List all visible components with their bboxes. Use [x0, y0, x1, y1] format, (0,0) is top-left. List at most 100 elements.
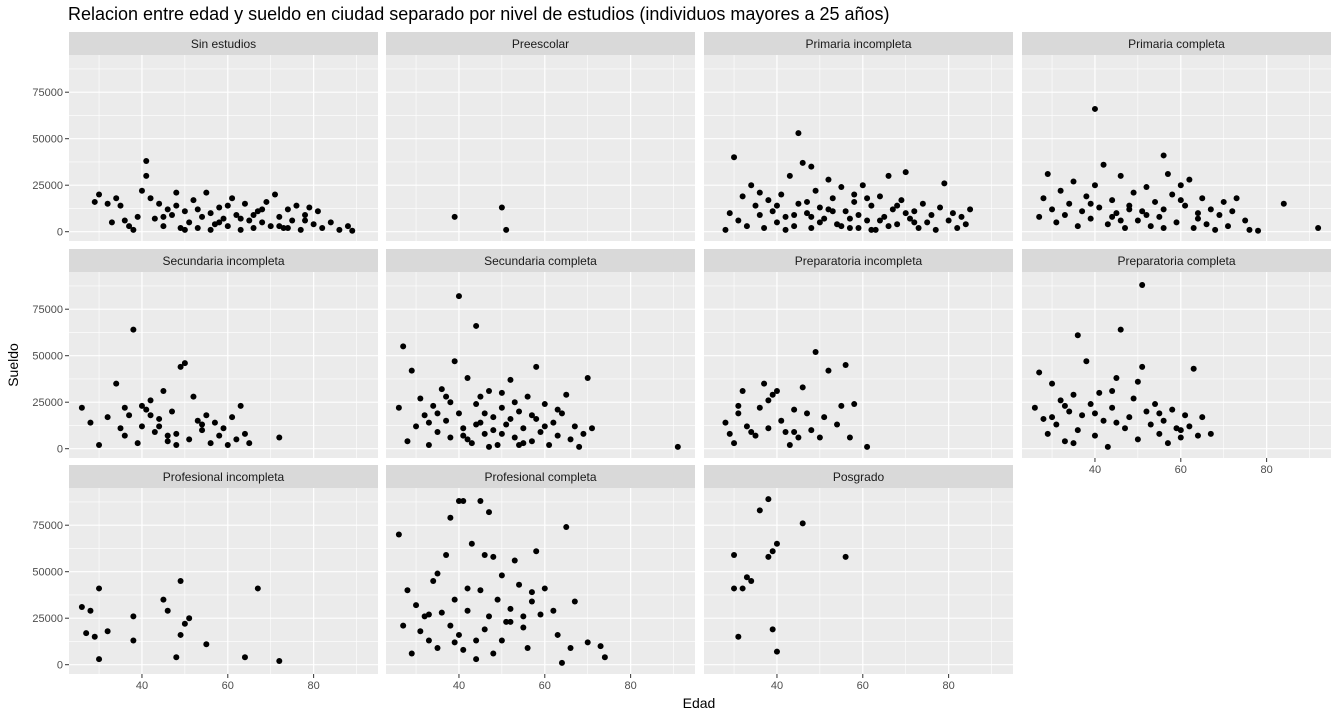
data-point — [481, 410, 488, 417]
data-point — [349, 227, 356, 234]
data-point — [87, 419, 94, 426]
data-point — [773, 388, 780, 395]
data-point — [96, 656, 103, 663]
data-point — [1255, 227, 1262, 234]
data-point — [425, 637, 432, 644]
data-point — [954, 224, 961, 231]
data-point — [1061, 211, 1068, 218]
data-point — [804, 198, 810, 205]
data-point — [190, 197, 197, 204]
data-point — [773, 219, 780, 226]
data-point — [130, 637, 137, 644]
data-point — [889, 206, 896, 213]
facet-strip — [69, 465, 378, 488]
data-point — [735, 410, 742, 417]
data-point — [528, 598, 535, 605]
data-point — [319, 224, 326, 231]
data-point — [1177, 182, 1184, 189]
data-point — [181, 620, 188, 627]
data-point — [765, 553, 772, 560]
data-point — [1220, 198, 1227, 205]
facet-strip-label: Primaria completa — [1128, 37, 1225, 51]
data-point — [254, 585, 261, 592]
data-point — [425, 441, 432, 448]
data-point — [825, 367, 832, 374]
x-tick-label: 60 — [857, 680, 869, 692]
data-point — [1156, 410, 1163, 417]
data-point — [259, 206, 266, 213]
facet-panel: Secundaria completa — [386, 249, 695, 458]
data-point — [743, 423, 750, 430]
data-point — [486, 613, 492, 620]
data-point — [1164, 440, 1171, 447]
facet-strip-label: Profesional completa — [484, 470, 596, 484]
data-point — [1074, 332, 1081, 339]
data-point — [1315, 224, 1322, 231]
data-point — [164, 206, 171, 213]
data-point — [490, 650, 497, 657]
data-point — [1074, 427, 1081, 434]
data-point — [773, 648, 780, 655]
data-point — [233, 436, 240, 443]
data-point — [782, 226, 789, 233]
data-point — [834, 421, 841, 428]
data-point — [284, 224, 291, 231]
y-tick-label: 50000 — [32, 567, 63, 579]
data-point — [451, 639, 458, 646]
data-point — [498, 572, 505, 579]
data-point — [1049, 206, 1056, 213]
data-point — [473, 322, 480, 329]
y-tick-label: 0 — [57, 444, 63, 456]
chart-title: Relacion entre edad y sueldo en ciudad s… — [68, 4, 890, 24]
data-point — [190, 393, 197, 400]
data-point — [503, 421, 510, 428]
data-point — [791, 406, 798, 413]
data-point — [722, 419, 729, 426]
data-point — [550, 607, 557, 614]
facet-panel: Posgrado 40 60 80 — [704, 465, 1013, 692]
data-point — [430, 402, 437, 409]
data-point — [528, 589, 535, 596]
facet-strip-label: Secundaria completa — [484, 254, 597, 268]
data-point — [1186, 423, 1193, 430]
data-point — [1139, 208, 1146, 215]
data-point — [731, 154, 738, 161]
data-point — [138, 423, 145, 430]
data-point — [589, 425, 595, 432]
data-point — [1036, 213, 1043, 220]
data-point — [1160, 206, 1167, 213]
data-point — [1070, 178, 1077, 185]
data-point — [104, 414, 111, 421]
data-point — [267, 223, 274, 230]
data-point — [455, 410, 462, 417]
facet-panel: Preparatoria incompleta — [704, 249, 1013, 458]
data-point — [434, 428, 441, 435]
data-point — [336, 226, 343, 233]
data-point — [1079, 208, 1086, 215]
data-point — [1104, 443, 1111, 450]
data-point — [207, 440, 214, 447]
data-point — [216, 219, 223, 226]
data-point — [464, 436, 471, 443]
x-axis-title: Edad — [683, 695, 716, 711]
data-point — [246, 440, 253, 447]
data-point — [344, 223, 351, 230]
data-point — [1207, 206, 1214, 213]
facet-strip — [386, 465, 695, 488]
facet-strip-label: Profesional incompleta — [163, 470, 285, 484]
data-point — [1100, 417, 1107, 424]
data-point — [1070, 440, 1077, 447]
data-point — [765, 425, 772, 432]
data-point — [473, 656, 480, 663]
data-point — [1091, 432, 1098, 439]
y-tick-label: 75000 — [32, 304, 63, 316]
data-point — [1061, 402, 1068, 409]
data-point — [1044, 171, 1051, 178]
data-point — [765, 197, 772, 204]
data-point — [413, 423, 420, 430]
facet-panel: Sin estudios 0 25000 50000 75000 — [32, 32, 378, 241]
data-point — [846, 434, 853, 441]
data-point — [816, 434, 823, 441]
data-point — [468, 440, 475, 447]
data-point — [928, 211, 935, 218]
